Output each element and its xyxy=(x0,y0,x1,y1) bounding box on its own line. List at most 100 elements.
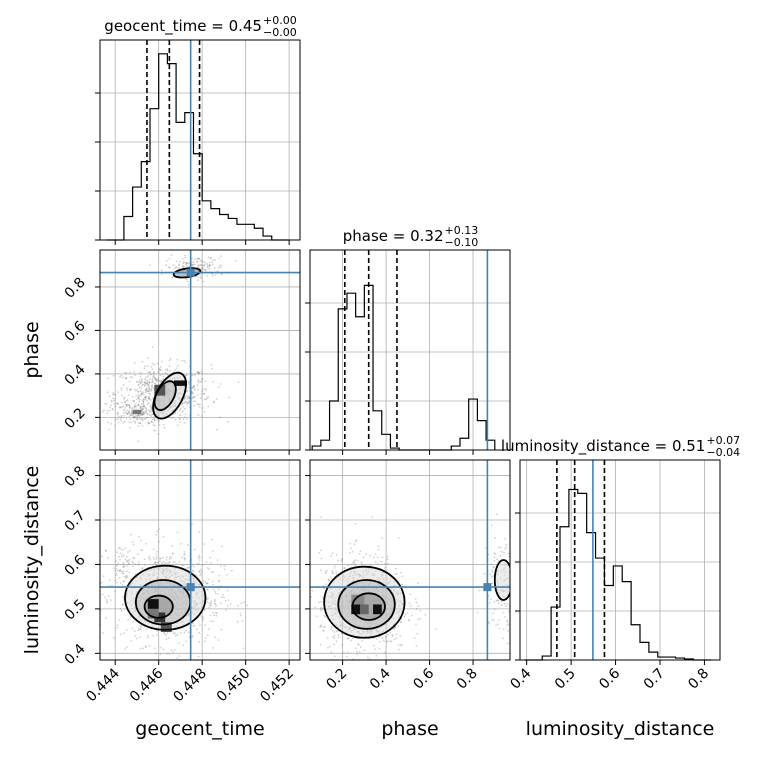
scatter-point xyxy=(146,365,149,368)
scatter-point xyxy=(352,637,355,639)
x-tick-label: 0.8 xyxy=(685,666,712,693)
scatter-point xyxy=(214,636,216,639)
scatter-point xyxy=(178,655,181,657)
scatter-point xyxy=(139,422,141,425)
scatter-point xyxy=(114,393,117,396)
scatter-point xyxy=(508,610,510,613)
panel-title-luminosity-distance: luminosity_distance = 0.51 +0.07−0.04 xyxy=(501,434,740,459)
scatter-point xyxy=(206,264,209,266)
scatter-point xyxy=(241,620,244,622)
scatter-point xyxy=(212,258,215,261)
scatter-point xyxy=(119,569,121,572)
scatter-point xyxy=(209,562,212,564)
scatter-point xyxy=(185,278,188,281)
scatter-point xyxy=(123,632,126,635)
scatter-point xyxy=(226,589,229,592)
scatter-point xyxy=(182,399,185,401)
scatter-point xyxy=(148,381,151,383)
scatter-point xyxy=(127,562,130,565)
scatter-point xyxy=(153,382,156,384)
scatter-point xyxy=(505,605,507,607)
scatter-point xyxy=(320,569,322,572)
x-tick-label: 0.446 xyxy=(127,665,167,705)
scatter-point xyxy=(108,410,111,412)
scatter-point xyxy=(187,396,190,399)
scatter-point xyxy=(178,417,181,420)
scatter-point xyxy=(125,410,128,413)
scatter-point xyxy=(394,567,397,570)
scatter-point xyxy=(139,371,142,374)
scatter-point xyxy=(179,418,182,420)
scatter-point xyxy=(147,402,150,404)
scatter-point xyxy=(196,563,199,565)
scatter-point xyxy=(360,561,363,563)
scatter-point xyxy=(323,587,326,590)
scatter-point xyxy=(139,406,142,409)
scatter-point xyxy=(406,612,409,614)
scatter-point xyxy=(197,403,200,406)
scatter-point xyxy=(115,568,118,570)
scatter-point xyxy=(227,420,230,423)
scatter-point xyxy=(203,543,206,545)
scatter-point xyxy=(141,410,144,412)
scatter-point xyxy=(478,589,481,592)
scatter-point xyxy=(132,565,134,567)
scatter-point xyxy=(158,540,160,543)
scatter-point xyxy=(193,385,195,388)
scatter-point xyxy=(170,556,173,559)
scatter-point xyxy=(142,401,145,403)
scatter-point xyxy=(191,386,194,389)
scatter-point xyxy=(126,387,128,390)
scatter-point xyxy=(140,392,143,395)
scatter-point xyxy=(336,554,338,556)
scatter-point xyxy=(333,643,335,646)
scatter-point xyxy=(206,598,208,601)
scatter-point xyxy=(123,411,125,414)
scatter-point xyxy=(137,396,139,399)
scatter-point xyxy=(119,552,122,554)
scatter-point xyxy=(147,357,149,360)
scatter-point xyxy=(200,370,203,373)
panel-content xyxy=(100,460,300,660)
scatter-point xyxy=(152,413,154,416)
scatter-point xyxy=(132,620,135,623)
scatter-point xyxy=(205,561,208,563)
panel-title-lower-error: −0.10 xyxy=(445,236,479,249)
scatter-point xyxy=(398,536,400,539)
scatter-point xyxy=(133,371,136,373)
scatter-point xyxy=(187,401,190,404)
scatter-point xyxy=(124,401,127,403)
scatter-point xyxy=(184,256,187,259)
scatter-point xyxy=(337,559,339,562)
scatter-point xyxy=(207,606,210,609)
x-tick-label: 0.6 xyxy=(410,665,437,692)
scatter-point xyxy=(130,640,133,642)
scatter-point xyxy=(124,372,126,374)
scatter-point xyxy=(331,569,334,572)
scatter-point xyxy=(146,388,148,390)
scatter-point xyxy=(168,359,171,362)
scatter-point xyxy=(510,584,512,586)
scatter-point xyxy=(498,619,500,621)
scatter-point xyxy=(123,575,126,578)
scatter-point xyxy=(129,418,132,420)
scatter-point xyxy=(333,637,336,639)
scatter-point xyxy=(159,646,162,649)
scatter-point xyxy=(415,608,418,610)
scatter-point xyxy=(225,609,228,611)
scatter-point xyxy=(151,346,154,349)
scatter-point xyxy=(183,553,186,555)
scatter-point xyxy=(347,564,350,567)
scatter-point xyxy=(147,636,149,639)
scatter-point xyxy=(149,378,151,380)
scatter-point xyxy=(179,409,181,412)
scatter-point xyxy=(222,594,225,596)
scatter-point xyxy=(112,400,115,402)
scatter-point xyxy=(132,541,134,544)
scatter-point xyxy=(506,624,508,626)
scatter-point xyxy=(141,567,144,570)
scatter-point xyxy=(155,380,158,382)
scatter-point xyxy=(108,579,111,582)
scatter-point xyxy=(202,388,204,390)
scatter-point xyxy=(110,399,113,402)
